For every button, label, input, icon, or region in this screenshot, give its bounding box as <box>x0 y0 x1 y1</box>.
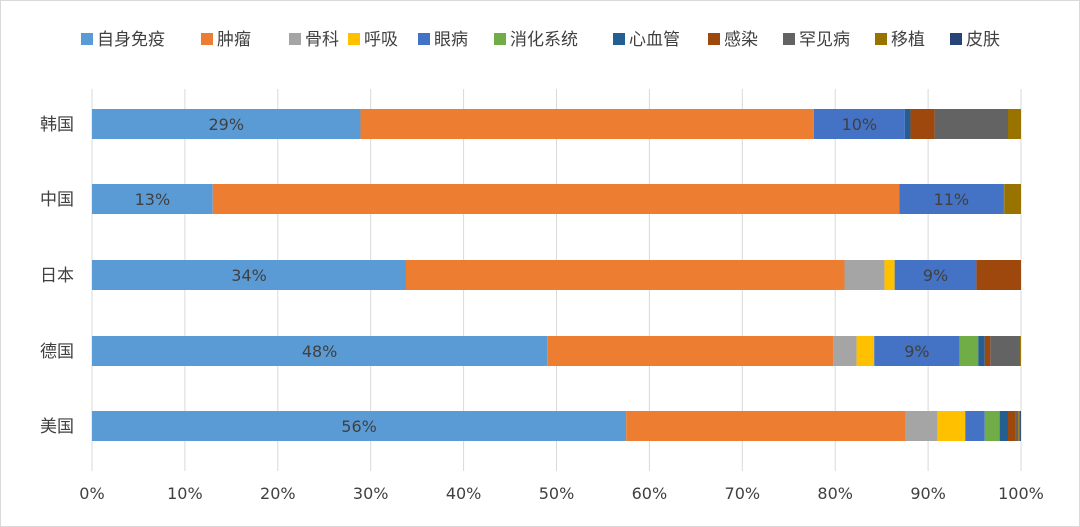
x-tick-label: 100% <box>998 484 1044 503</box>
x-tick-label: 60% <box>632 484 668 503</box>
legend-label: 罕见病 <box>799 30 850 50</box>
bar-segment <box>547 336 834 366</box>
x-tick-label: 80% <box>817 484 853 503</box>
bar-segment <box>894 260 977 290</box>
legend-swatch <box>875 33 887 45</box>
data-label: 11% <box>934 190 970 209</box>
legend-label: 心血管 <box>629 30 680 50</box>
bar-segment <box>813 109 905 139</box>
bar-segment <box>899 184 1004 214</box>
bar-segment <box>1007 411 1016 441</box>
legend-label: 呼吸 <box>364 30 398 50</box>
data-label: 29% <box>208 115 244 134</box>
bar-segment <box>406 260 845 290</box>
category-label: 中国 <box>40 190 74 210</box>
legend-label: 消化系统 <box>510 30 578 50</box>
x-tick-label: 70% <box>725 484 761 503</box>
bar-segment <box>1004 184 1021 214</box>
data-label: 56% <box>341 417 377 436</box>
data-label: 34% <box>231 266 267 285</box>
bar-segment <box>360 109 814 139</box>
legend-label: 骨科 <box>305 30 339 50</box>
bar-segment <box>1007 109 1021 139</box>
x-tick-label: 40% <box>446 484 482 503</box>
legend-label: 移植 <box>891 30 925 50</box>
bar-segment <box>92 260 407 290</box>
legend-swatch <box>418 33 430 45</box>
category-label: 美国 <box>40 417 74 437</box>
bar-segment <box>990 336 1021 366</box>
legend: 自身免疫 肿瘤 骨科 呼吸 眼病 消化系统 心血管 感染 罕见病 移植 皮肤 <box>81 30 1000 50</box>
bar-segment <box>833 336 857 366</box>
x-tick-label: 10% <box>167 484 203 503</box>
legend-swatch <box>708 33 720 45</box>
data-label: 10% <box>842 115 878 134</box>
bar-segment <box>978 336 985 366</box>
bar-segment <box>904 109 911 139</box>
legend-swatch <box>81 33 93 45</box>
legend-swatch <box>613 33 625 45</box>
data-label: 48% <box>302 342 338 361</box>
bar-segment <box>92 109 361 139</box>
bar-segment <box>92 184 213 214</box>
legend-label: 肿瘤 <box>217 30 251 50</box>
legend-swatch <box>783 33 795 45</box>
bar-segment <box>1018 411 1021 441</box>
legend-swatch <box>289 33 301 45</box>
x-tick-label: 90% <box>910 484 946 503</box>
bar-segment <box>844 260 885 290</box>
bars <box>92 109 1021 441</box>
data-label: 9% <box>904 342 929 361</box>
bar-segment <box>856 336 875 366</box>
legend-label: 感染 <box>724 30 758 50</box>
bar-segment <box>1003 184 1005 214</box>
x-tick-label: 0% <box>79 484 104 503</box>
x-tick-label: 20% <box>260 484 296 503</box>
legend-swatch <box>950 33 962 45</box>
bar-segment <box>212 184 900 214</box>
bar-segment <box>934 109 1008 139</box>
bar-segment <box>1020 336 1021 366</box>
bar-segment <box>959 336 979 366</box>
bar-segment <box>984 411 1000 441</box>
legend-swatch <box>348 33 360 45</box>
bar-segment <box>1020 411 1021 441</box>
bar-segment <box>1015 411 1019 441</box>
x-tick-label: 50% <box>539 484 575 503</box>
data-label: 9% <box>923 266 948 285</box>
bar-segment <box>976 260 1021 290</box>
legend-label: 眼病 <box>434 30 468 50</box>
data-label: 13% <box>135 190 171 209</box>
bar-segment <box>910 109 935 139</box>
bar-segment <box>626 411 906 441</box>
legend-label: 自身免疫 <box>97 30 165 50</box>
legend-swatch <box>201 33 213 45</box>
bar-segment <box>999 411 1008 441</box>
category-label: 韩国 <box>40 115 74 135</box>
bar-segment <box>884 260 895 290</box>
bar-segment <box>984 336 991 366</box>
category-label: 日本 <box>40 266 74 286</box>
bar-segment <box>965 411 985 441</box>
data-labels: 29% 10% 13% 11% 34% 9% 48% 9% 56% <box>135 115 970 436</box>
bar-segment <box>937 411 966 441</box>
bar-segment <box>92 411 627 441</box>
bar-segment <box>92 336 548 366</box>
bar-segment <box>905 411 938 441</box>
category-label: 德国 <box>40 342 74 362</box>
x-tick-label: 30% <box>353 484 389 503</box>
value-axis: 0% 10% 20% 30% 40% 50% 60% 70% 80% 90% 100% <box>79 484 1044 503</box>
bar-segment <box>874 336 960 366</box>
legend-label: 皮肤 <box>966 30 1000 50</box>
legend-swatch <box>494 33 506 45</box>
